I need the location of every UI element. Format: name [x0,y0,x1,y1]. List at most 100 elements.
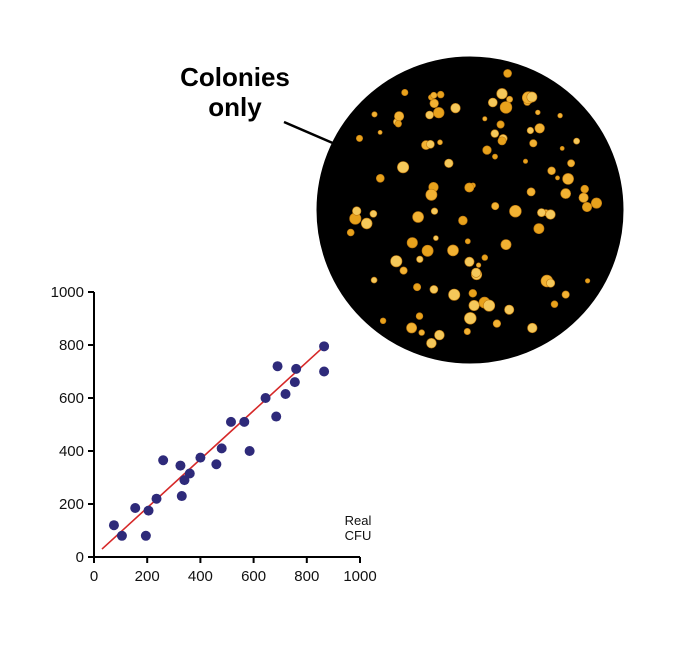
colony [379,317,387,324]
colonies-layer [346,69,602,349]
colony [401,89,409,97]
colony [412,211,424,223]
data-point [130,502,141,513]
data-point [143,505,154,516]
colony [476,262,482,268]
colony [578,192,589,203]
data-point [319,341,330,352]
data-point [239,416,250,427]
colony [406,237,418,249]
colony [406,322,417,334]
y-tick-label: 400 [59,443,84,460]
x-tick-label: 0 [90,568,98,585]
colony [430,207,439,215]
colony [499,101,513,114]
colony [527,322,538,334]
x-tick-label: 1000 [343,568,376,585]
colony [526,91,538,103]
colony [560,188,572,199]
colony [468,289,477,298]
colony [416,255,424,263]
colony [450,102,461,114]
colony [492,153,498,160]
y-tick-label: 200 [59,496,84,513]
callout-label: Colonies only [150,62,320,122]
colony [447,244,459,257]
colony [545,209,556,220]
colony [433,235,439,241]
colony [425,110,434,120]
x-tick-label: 400 [188,568,213,585]
data-point [140,530,151,541]
scatter-chart: 0 200 400 600 800 1000 0 200 400 600 800 1000 Real… [51,284,377,585]
y-tick-label: 0 [76,549,84,566]
x-axis-ticks: 0 200 400 600 800 1000 [90,557,377,585]
data-point [272,361,283,372]
colony [429,98,439,108]
colony [584,278,591,284]
data-point [184,468,195,479]
colony [490,129,499,138]
data-point [195,452,206,463]
colony [503,69,512,78]
y-tick-label: 1000 [51,284,84,301]
colony [390,255,403,268]
colony [555,175,560,181]
colony [399,266,408,275]
data-point [151,493,162,504]
data-point [291,363,302,374]
colony [458,215,468,226]
colony [361,217,373,230]
colony [492,319,502,328]
colony [482,116,488,122]
data-point [175,460,186,471]
colony [471,267,482,278]
colony [534,123,545,134]
data-point [319,366,330,377]
callout-label-line1: Colonies [180,62,290,92]
colony [397,161,410,174]
colony [546,278,556,288]
petri-dish-image [316,56,624,364]
colony [394,111,405,122]
colony [573,137,580,145]
colony [529,139,538,148]
colony [500,239,512,250]
colony [448,288,461,301]
colony [482,145,492,155]
data-point [176,491,187,502]
x-tick-label: 200 [135,568,160,585]
colony [561,290,570,299]
colony [581,202,592,213]
colony [413,283,422,292]
colony [567,159,575,168]
colony [421,244,434,257]
colony [504,304,515,315]
colony [369,210,378,218]
colony [468,299,480,311]
colony [491,202,500,211]
colony [509,205,522,218]
colony [437,139,443,146]
callout-pointer-line [283,120,336,146]
data-points [108,341,330,541]
colony [497,136,507,146]
colony [375,174,385,183]
colony [562,173,574,185]
colony [590,197,602,209]
data-point [211,459,222,470]
colony [429,285,439,294]
data-point [108,520,119,531]
colony [377,129,383,135]
colony [522,158,528,164]
colony [394,120,402,128]
colony [537,208,546,217]
data-point [216,443,227,454]
colony [437,90,445,99]
colony [426,140,435,149]
colony [464,312,477,325]
colony [346,228,355,237]
colony [434,329,445,341]
colony [355,134,363,142]
